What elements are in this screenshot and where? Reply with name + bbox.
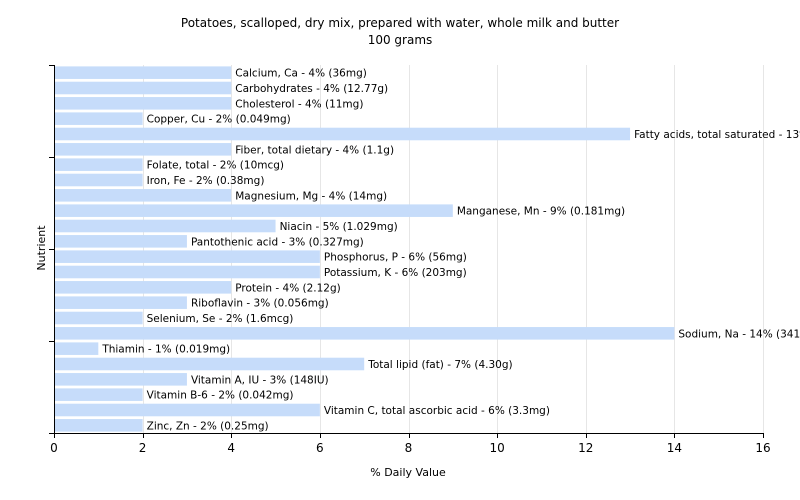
bars-group <box>54 66 675 432</box>
bar-label-24: Zinc, Zn - 2% (0.25mg) <box>147 420 269 432</box>
bar-label-10: Manganese, Mn - 9% (0.181mg) <box>457 206 625 218</box>
bar-label-1: Calcium, Ca - 4% (36mg) <box>235 68 367 80</box>
bar-label-20: Total lipid (fat) - 7% (4.30g) <box>367 359 512 371</box>
bar-20 <box>54 357 365 371</box>
bar-22 <box>54 388 143 401</box>
bar-label-5: Fatty acids, total saturated - 13% (2.63… <box>634 129 800 141</box>
bar-6 <box>54 143 232 156</box>
bar-label-22: Vitamin B-6 - 2% (0.042mg) <box>147 390 294 402</box>
bar-19 <box>54 342 99 355</box>
bar-label-17: Selenium, Se - 2% (1.6mcg) <box>147 313 294 325</box>
bar-17 <box>54 311 143 325</box>
y-axis-label: Nutrient <box>35 225 48 271</box>
x-tick-label-12: 12 <box>578 441 593 455</box>
x-tick-label-2: 2 <box>139 441 147 455</box>
x-tick-label-6: 6 <box>316 441 324 455</box>
x-tick-label-8: 8 <box>405 441 413 455</box>
x-tick-label-0: 0 <box>50 441 58 455</box>
bar-label-16: Riboflavin - 3% (0.056mg) <box>191 298 329 310</box>
bar-label-21: Vitamin A, IU - 3% (148IU) <box>191 374 329 386</box>
bar-24 <box>54 419 143 432</box>
bar-8 <box>54 173 143 187</box>
chart-title: Potatoes, scalloped, dry mix, prepared w… <box>181 16 619 30</box>
bar-21 <box>54 373 187 386</box>
x-tick-label-14: 14 <box>667 441 682 455</box>
axes-group <box>49 65 763 434</box>
bar-12 <box>54 235 187 248</box>
bar-label-11: Niacin - 5% (1.029mg) <box>280 221 398 233</box>
bar-label-9: Magnesium, Mg - 4% (14mg) <box>235 190 387 202</box>
bar-label-23: Vitamin C, total ascorbic acid - 6% (3.3… <box>324 405 550 417</box>
bar-label-19: Thiamin - 1% (0.019mg) <box>101 344 230 356</box>
bar-3 <box>54 97 232 110</box>
bar-11 <box>54 219 276 233</box>
bar-4 <box>54 112 143 125</box>
bar-9 <box>54 189 232 202</box>
bar-label-18: Sodium, Na - 14% (341mg) <box>678 328 800 340</box>
x-tick-label-10: 10 <box>489 441 504 455</box>
bar-label-15: Protein - 4% (2.12g) <box>235 282 341 294</box>
bar-label-14: Potassium, K - 6% (203mg) <box>324 267 467 279</box>
bar-14 <box>54 265 320 279</box>
bar-13 <box>54 250 320 263</box>
x-tick-label-4: 4 <box>227 441 235 455</box>
bar-16 <box>54 296 187 309</box>
bar-15 <box>54 281 232 294</box>
bar-1 <box>54 66 232 79</box>
bar-2 <box>54 81 232 95</box>
bar-10 <box>54 204 453 217</box>
x-axis-label: % Daily Value <box>370 466 446 479</box>
bar-5 <box>54 127 631 141</box>
bar-label-12: Pantothenic acid - 3% (0.327mg) <box>191 236 364 248</box>
x-ticks-group: 0 2 4 6 8 10 12 14 16 <box>50 433 771 455</box>
bar-label-3: Cholesterol - 4% (11mg) <box>235 98 363 110</box>
bar-label-6: Fiber, total dietary - 4% (1.1g) <box>235 144 394 156</box>
chart-subtitle: 100 grams <box>368 33 433 47</box>
bar-label-8: Iron, Fe - 2% (0.38mg) <box>147 175 265 187</box>
bar-7 <box>54 158 143 171</box>
bar-label-7: Folate, total - 2% (10mcg) <box>147 160 284 172</box>
grid-lines <box>143 65 764 433</box>
bar-label-2: Carbohydrates - 4% (12.77g) <box>235 83 388 95</box>
x-tick-label-16: 16 <box>755 441 770 455</box>
bar-23 <box>54 403 320 417</box>
bar-label-4: Copper, Cu - 2% (0.049mg) <box>147 114 291 126</box>
bar-labels-group: Calcium, Ca - 4% (36mg) Carbohydrates - 4… <box>101 68 800 433</box>
bar-18 <box>54 327 675 340</box>
bar-label-13: Phosphorus, P - 6% (56mg) <box>324 252 467 264</box>
